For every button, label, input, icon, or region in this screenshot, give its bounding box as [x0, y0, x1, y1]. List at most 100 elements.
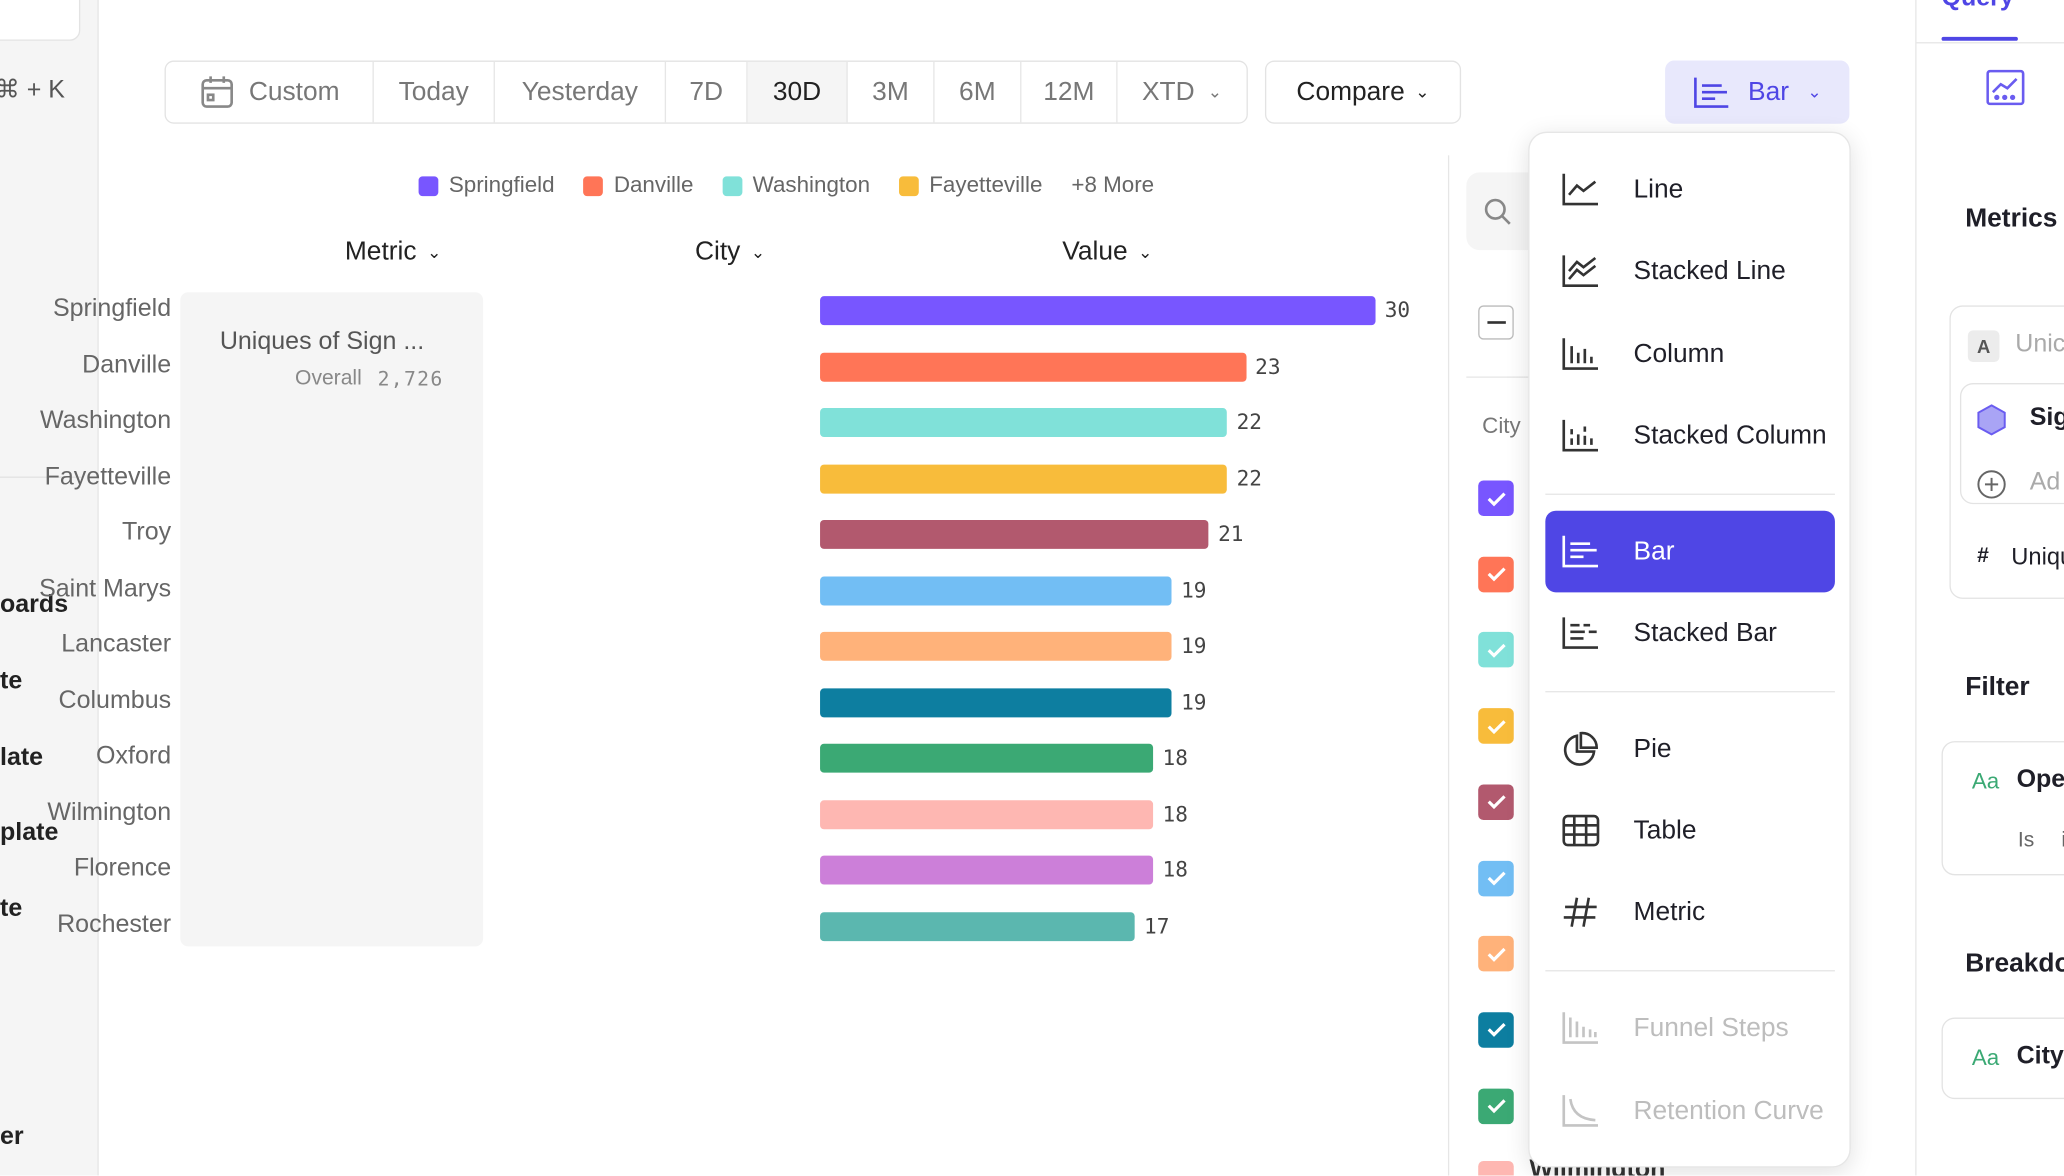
compare-button[interactable]: Compare ⌄	[1264, 60, 1462, 124]
range-yesterday[interactable]: Yesterday	[495, 61, 667, 123]
bar-florence[interactable]	[820, 855, 1154, 885]
filter-checkbox[interactable]	[1478, 480, 1514, 516]
menu-item-stacked-line[interactable]: Stacked Line	[1545, 230, 1835, 312]
legend-more[interactable]: +8 More	[1071, 172, 1155, 198]
chart-type-button[interactable]: Bar ⌄	[1665, 60, 1850, 124]
filter-checkbox[interactable]	[1478, 1160, 1514, 1176]
insights-chart-icon[interactable]	[1986, 69, 2025, 106]
menu-item-stacked-bar[interactable]: Stacked Bar	[1545, 592, 1835, 674]
range-today[interactable]: Today	[374, 61, 495, 123]
chevron-down-icon: ⌄	[427, 241, 442, 262]
filter-checkbox[interactable]	[1478, 860, 1514, 896]
menu-item-funnel-steps: Funnel Steps	[1545, 987, 1835, 1069]
category-label: Rochester	[57, 910, 172, 938]
menu-item-metric[interactable]: Metric	[1545, 871, 1835, 953]
metric-name[interactable]: Unic	[2015, 330, 2064, 359]
menu-item-stacked-column[interactable]: Stacked Column	[1545, 395, 1835, 477]
select-all-checkbox[interactable]	[1478, 305, 1514, 340]
filter-checkbox[interactable]	[1478, 708, 1514, 744]
range-12m[interactable]: 12M	[1021, 61, 1118, 123]
sidebar-item-boards[interactable]: oards	[0, 591, 69, 619]
bar-chart-icon	[1561, 533, 1614, 570]
legend-item[interactable]: Washington	[722, 172, 870, 198]
string-type-icon: Aa	[1971, 1045, 2000, 1071]
stacked-bar-icon	[1561, 615, 1614, 652]
sidebar-item[interactable]: plate	[0, 818, 59, 847]
event-block: Sig Ad	[1959, 383, 2064, 505]
measure-selector[interactable]: Uniqu	[2011, 543, 2064, 570]
bar-oxford[interactable]	[820, 743, 1154, 773]
sidebar-item[interactable]: er	[0, 1122, 24, 1151]
chevron-down-icon: ⌄	[1207, 81, 1223, 102]
search-shortcut[interactable]: ⌘ + K	[0, 76, 65, 104]
bar-wilmington[interactable]	[820, 799, 1154, 829]
breakdown-block[interactable]: Aa City	[1941, 1017, 2064, 1100]
bar-rochester[interactable]	[820, 911, 1135, 941]
bar-springfield[interactable]	[820, 296, 1376, 326]
menu-item-bar[interactable]: Bar	[1545, 510, 1835, 593]
filter-checkbox[interactable]	[1478, 936, 1514, 972]
plus-circle-icon[interactable]	[1976, 469, 2008, 501]
filter-property[interactable]: Ope	[2016, 766, 2064, 794]
sidebar-item[interactable]: late	[0, 743, 44, 772]
menu-item-label: Stacked Bar	[1633, 618, 1777, 647]
bar-washington[interactable]	[820, 408, 1228, 438]
metric-letter-badge: A	[1967, 330, 2000, 362]
sidebar-item[interactable]: te	[0, 667, 23, 696]
category-label: Wilmington	[47, 798, 172, 826]
filter-value[interactable]: i	[2061, 829, 2064, 853]
tab-query[interactable]: Query	[1942, 0, 2014, 13]
menu-item-label: Pie	[1633, 733, 1672, 763]
bar-fayetteville[interactable]	[820, 463, 1228, 493]
range-6m[interactable]: 6M	[935, 61, 1022, 123]
add-filter-button[interactable]: Ad	[2029, 468, 2061, 497]
filter-block[interactable]: Aa Ope Is i	[1941, 741, 2064, 876]
value-label: 18	[1162, 856, 1188, 882]
range-3m[interactable]: 3M	[848, 61, 935, 123]
sidebar-top-box[interactable]	[0, 0, 81, 41]
tab-underline	[1941, 36, 2018, 41]
value-label: 17	[1144, 912, 1170, 938]
table-icon	[1561, 812, 1614, 849]
column-chart-icon	[1561, 336, 1614, 373]
filter-checkbox[interactable]	[1478, 556, 1514, 592]
legend-item[interactable]: Fayetteville	[898, 172, 1042, 198]
legend-item[interactable]: Danville	[583, 172, 693, 198]
menu-item-table[interactable]: Table	[1545, 790, 1835, 872]
filter-checkbox[interactable]	[1478, 1012, 1514, 1048]
filter-checkbox[interactable]	[1478, 784, 1514, 820]
filter-checkbox[interactable]	[1478, 632, 1514, 668]
check-icon	[1486, 719, 1505, 734]
breakdown-property[interactable]: City	[2016, 1042, 2064, 1071]
hash-icon	[1561, 894, 1614, 931]
event-name[interactable]: Sig	[2029, 404, 2064, 432]
filter-checkbox[interactable]	[1478, 1088, 1514, 1124]
value-column-header[interactable]: Value ⌄	[1062, 237, 1152, 267]
menu-item-label: Metric	[1633, 897, 1706, 927]
bar-danville[interactable]	[820, 352, 1246, 382]
chart-type-menu: Line Stacked Line Column Stacked Column Bar S…	[1528, 131, 1851, 1168]
filter-operator[interactable]: Is	[2017, 829, 2035, 852]
menu-item-column[interactable]: Column	[1545, 313, 1835, 395]
bar-columbus[interactable]	[820, 687, 1172, 717]
metric-column-header[interactable]: Metric ⌄	[345, 237, 442, 267]
range-xtd[interactable]: XTD ⌄	[1118, 62, 1247, 123]
category-label: Lancaster	[61, 630, 172, 659]
menu-item-pie[interactable]: Pie	[1545, 708, 1835, 790]
menu-item-line[interactable]: Line	[1545, 149, 1835, 231]
menu-item-label: Stacked Line	[1633, 256, 1786, 285]
range-30d[interactable]: 30D	[747, 61, 848, 123]
check-icon	[1486, 1023, 1505, 1038]
range-7d[interactable]: 7D	[666, 61, 748, 123]
sidebar: ⌘ + K oards te late plate te er	[0, 0, 99, 1176]
sidebar-item[interactable]: te	[0, 895, 23, 923]
category-label: Springfield	[52, 294, 172, 323]
bar-troy[interactable]	[820, 519, 1209, 549]
stacked-column-icon	[1561, 417, 1614, 454]
range-custom[interactable]: Custom	[166, 61, 374, 123]
metric-block[interactable]: A Unic Sig Ad # Uniqu	[1949, 305, 2064, 599]
legend-item[interactable]: Springfield	[418, 172, 555, 198]
city-column-header[interactable]: City ⌄	[695, 237, 765, 267]
bar-saint-marys[interactable]	[820, 575, 1172, 605]
bar-lancaster[interactable]	[820, 631, 1172, 661]
